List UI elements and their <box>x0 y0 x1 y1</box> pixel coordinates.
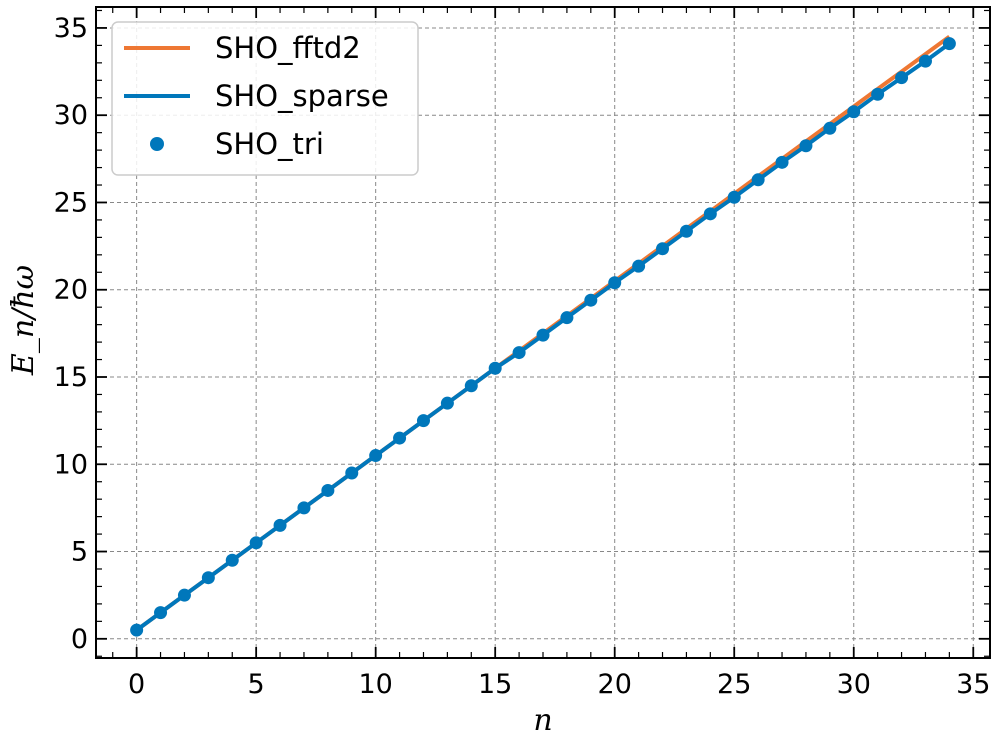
data-point-sho-tri <box>249 536 263 550</box>
data-point-sho-tri <box>584 293 598 307</box>
legend-label-sho-tri: SHO_tri <box>215 127 324 161</box>
x-tick-label: 25 <box>717 669 751 700</box>
x-tick-label: 30 <box>837 669 871 700</box>
x-tick-label: 0 <box>128 669 145 700</box>
data-point-sho-tri <box>488 361 502 375</box>
data-point-sho-tri <box>775 155 789 169</box>
data-point-sho-tri <box>130 623 144 637</box>
data-point-sho-tri <box>297 501 311 515</box>
tick-labels: 0 5 10 15 20 25 30 35 0 5 10 15 20 25 30 35 <box>54 13 991 700</box>
y-tick-label: 0 <box>71 624 88 655</box>
x-axis-label: n <box>533 703 552 738</box>
data-point-sho-tri <box>608 276 622 290</box>
x-tick-label: 5 <box>248 669 265 700</box>
axis-ticks <box>96 7 990 658</box>
data-point-sho-tri <box>918 54 932 68</box>
data-point-sho-tri <box>847 105 861 119</box>
y-tick-label: 15 <box>54 362 88 393</box>
y-tick-label: 5 <box>71 537 88 568</box>
x-tick-label: 20 <box>598 669 632 700</box>
data-point-sho-tri <box>560 311 574 325</box>
y-tick-label: 20 <box>54 275 88 306</box>
data-point-sho-tri <box>416 414 430 428</box>
data-point-sho-tri <box>321 483 335 497</box>
data-point-sho-tri <box>751 173 765 187</box>
legend-label-sho-fftd2: SHO_fftd2 <box>215 31 361 65</box>
data-point-sho-tri <box>440 396 454 410</box>
data-point-sho-tri <box>895 71 909 85</box>
data-point-sho-tri <box>656 242 670 256</box>
y-tick-label: 25 <box>54 187 88 218</box>
data-point-sho-tri <box>871 87 885 101</box>
data-point-sho-tri <box>823 121 837 135</box>
data-point-sho-tri <box>799 139 813 153</box>
x-tick-label: 35 <box>956 669 990 700</box>
data-point-sho-tri <box>679 224 693 238</box>
data-point-sho-tri <box>273 518 287 532</box>
x-tick-label: 15 <box>478 669 512 700</box>
plot-series <box>130 35 956 637</box>
data-point-sho-tri <box>512 346 526 360</box>
data-point-sho-tri <box>632 259 646 273</box>
legend-label-sho-sparse: SHO_sparse <box>215 79 389 113</box>
data-point-sho-tri <box>727 190 741 204</box>
data-point-sho-tri <box>154 606 168 620</box>
data-point-sho-tri <box>369 449 383 463</box>
data-point-sho-tri <box>393 431 407 445</box>
x-tick-label: 10 <box>358 669 392 700</box>
y-tick-label: 10 <box>54 449 88 480</box>
y-axis-label: E_n/ħω <box>6 265 41 376</box>
data-point-sho-tri <box>536 328 550 342</box>
data-point-sho-tri <box>225 553 239 567</box>
data-point-sho-tri <box>464 379 478 393</box>
y-tick-label: 35 <box>54 13 88 44</box>
data-point-sho-tri <box>703 207 717 221</box>
legend-box <box>111 21 419 176</box>
legend-swatch-sho-tri <box>150 137 164 151</box>
data-point-sho-tri <box>177 588 191 602</box>
data-point-sho-tri <box>201 571 215 585</box>
y-tick-label: 30 <box>54 100 88 131</box>
legend: SHO_fftd2 SHO_sparse SHO_tri <box>111 21 419 176</box>
data-point-sho-tri <box>942 37 956 51</box>
data-point-sho-tri <box>345 466 359 480</box>
